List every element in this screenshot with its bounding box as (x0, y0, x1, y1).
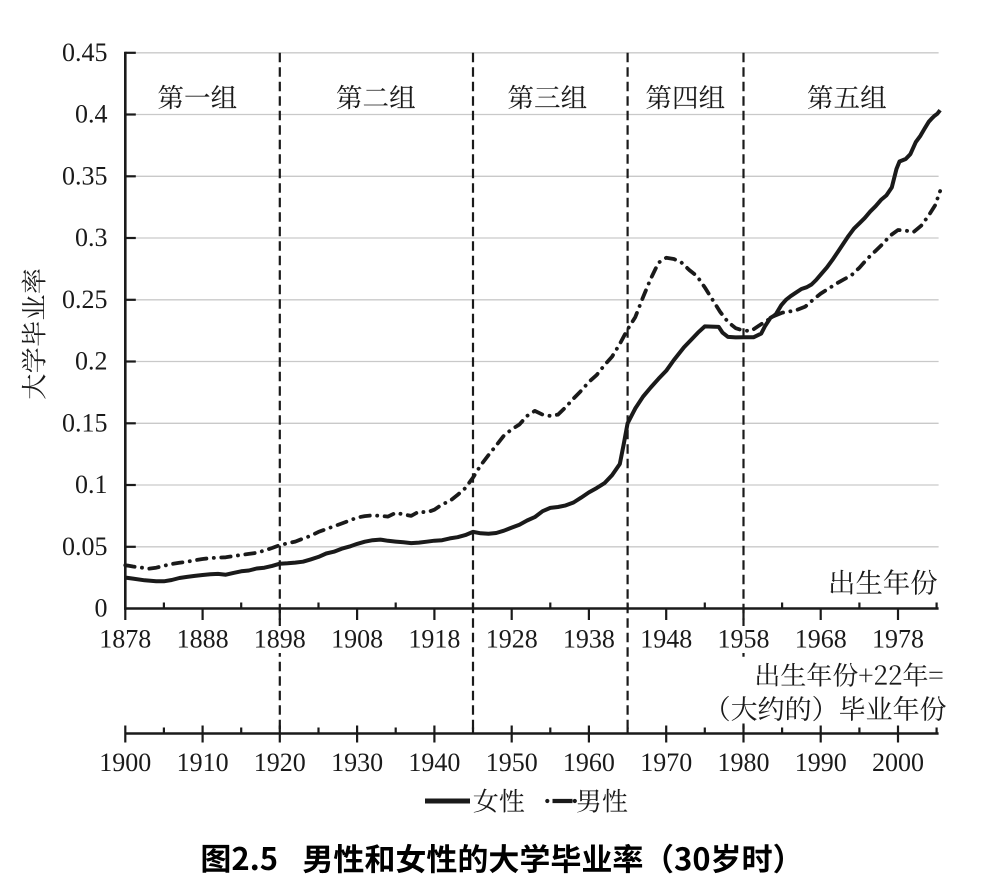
svg-text:1978: 1978 (872, 624, 924, 653)
svg-text:0.05: 0.05 (62, 532, 108, 561)
svg-text:1930: 1930 (331, 748, 383, 777)
svg-text:1960: 1960 (563, 748, 615, 777)
svg-text:1878: 1878 (99, 624, 151, 653)
svg-text:0.4: 0.4 (75, 100, 108, 129)
svg-text:0.1: 0.1 (75, 470, 108, 499)
svg-text:1900: 1900 (99, 748, 151, 777)
svg-text:1990: 1990 (795, 748, 847, 777)
svg-text:0.3: 0.3 (75, 223, 108, 252)
svg-text:1948: 1948 (640, 624, 692, 653)
svg-text:1908: 1908 (331, 624, 383, 653)
svg-text:1888: 1888 (177, 624, 229, 653)
svg-text:0.35: 0.35 (62, 162, 108, 191)
svg-text:1928: 1928 (486, 624, 538, 653)
svg-text:1918: 1918 (408, 624, 460, 653)
svg-text:0.45: 0.45 (62, 38, 108, 67)
svg-text:1958: 1958 (718, 624, 770, 653)
svg-text:1898: 1898 (254, 624, 306, 653)
svg-text:1970: 1970 (640, 748, 692, 777)
svg-text:2000: 2000 (872, 748, 924, 777)
svg-text:1938: 1938 (563, 624, 615, 653)
svg-text:0.15: 0.15 (62, 409, 108, 438)
svg-text:0: 0 (95, 594, 108, 623)
svg-text:1940: 1940 (408, 748, 460, 777)
svg-text:0.2: 0.2 (75, 347, 108, 376)
svg-text:1920: 1920 (254, 748, 306, 777)
svg-text:1968: 1968 (795, 624, 847, 653)
svg-text:1950: 1950 (486, 748, 538, 777)
svg-text:1910: 1910 (177, 748, 229, 777)
svg-text:1980: 1980 (718, 748, 770, 777)
svg-text:0.25: 0.25 (62, 285, 108, 314)
